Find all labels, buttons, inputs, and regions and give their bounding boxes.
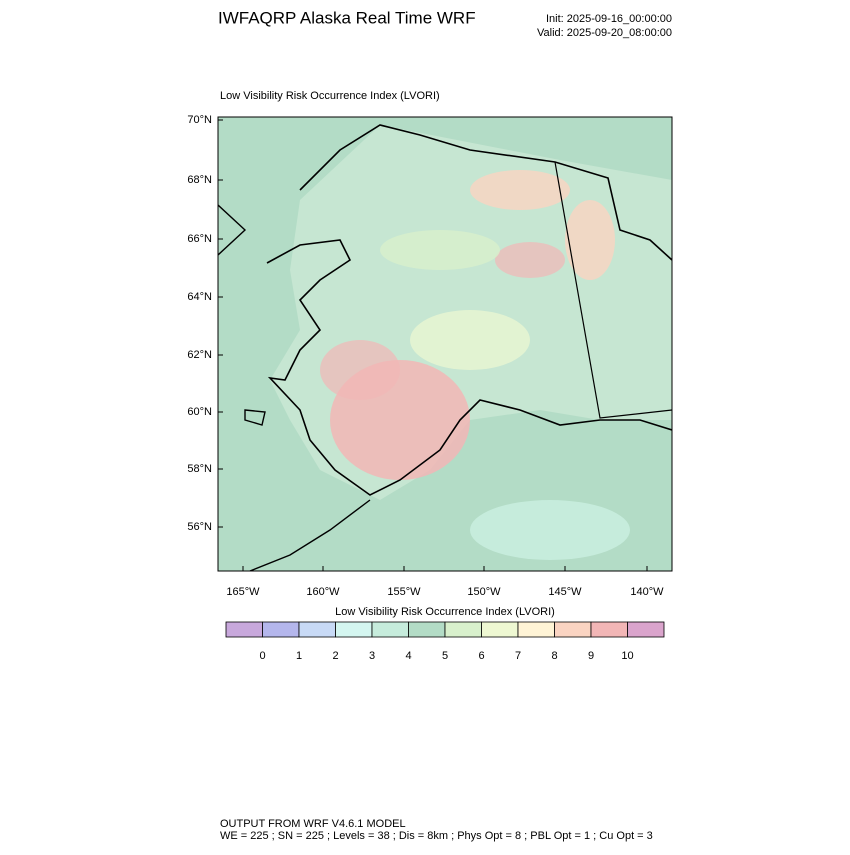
colorbar-box: [335, 621, 373, 638]
colorbar-label: 1: [296, 650, 302, 662]
coastline: [218, 204, 371, 571]
colorbar-label: 5: [442, 650, 448, 662]
lat-label: 64°N: [187, 291, 212, 303]
colorbar-label: 3: [369, 650, 375, 662]
colorbar-label: 9: [588, 650, 594, 662]
map-field: [218, 117, 672, 571]
valid-time: Valid: 2025-09-20_08:00:00: [537, 27, 672, 39]
low-risk-area: [380, 230, 500, 270]
colorbar-box: [554, 621, 592, 638]
moderate-risk-area: [470, 170, 570, 210]
lon-label: 155°W: [387, 586, 421, 598]
lat-label: 66°N: [187, 233, 212, 245]
lon-label: 140°W: [630, 586, 664, 598]
lat-label: 58°N: [187, 463, 212, 475]
border: [554, 161, 672, 419]
colorbar-box: [590, 621, 628, 638]
colorbar-box: [262, 621, 300, 638]
colorbar-box: [481, 621, 519, 638]
init-time: Init: 2025-09-16_00:00:00: [546, 13, 672, 25]
coastline: [266, 124, 672, 496]
lat-label: 70°N: [187, 114, 212, 126]
lon-label: 160°W: [306, 586, 340, 598]
colorbar-label: 7: [515, 650, 521, 662]
lat-label: 60°N: [187, 406, 212, 418]
colorbar-box: [371, 621, 409, 638]
colorbar-box: [408, 621, 446, 638]
map-title: Low Visibility Risk Occurrence Index (LV…: [220, 90, 440, 102]
low-risk-area: [410, 310, 530, 370]
moderate-risk-area: [565, 200, 615, 280]
high-risk-area: [495, 242, 565, 278]
high-risk-area: [320, 340, 400, 400]
colorbar-label: 10: [621, 650, 633, 662]
colorbar-title: Low Visibility Risk Occurrence Index (LV…: [335, 606, 555, 618]
lat-label: 68°N: [187, 174, 212, 186]
gulf-area: [470, 500, 630, 560]
colorbar-label: 0: [259, 650, 265, 662]
arctic-sea: [480, 118, 672, 170]
colorbar-box: [517, 621, 555, 638]
colorbar: 0 1 2 3 4 5 6 7 8 9 10: [225, 621, 665, 662]
map-frame: [217, 116, 673, 572]
footer-line: WE = 225 ; SN = 225 ; Levels = 38 ; Dis …: [220, 830, 653, 842]
colorbar-box: [444, 621, 482, 638]
title: IWFAQRP Alaska Real Time WRF: [218, 8, 476, 27]
lon-label: 145°W: [548, 586, 582, 598]
footer-line: OUTPUT FROM WRF V4.6.1 MODEL: [220, 818, 406, 830]
colorbar-box: [225, 621, 263, 638]
lat-label: 62°N: [187, 349, 212, 361]
colorbar-label: 8: [551, 650, 557, 662]
colorbar-box: [627, 621, 665, 638]
colorbar-label: 2: [332, 650, 338, 662]
lat-label: 56°N: [187, 521, 212, 533]
lon-label: 165°W: [226, 586, 260, 598]
colorbar-label: 6: [478, 650, 484, 662]
colorbar-label: 4: [405, 650, 411, 662]
colorbar-box: [298, 621, 336, 638]
lon-label: 150°W: [467, 586, 501, 598]
